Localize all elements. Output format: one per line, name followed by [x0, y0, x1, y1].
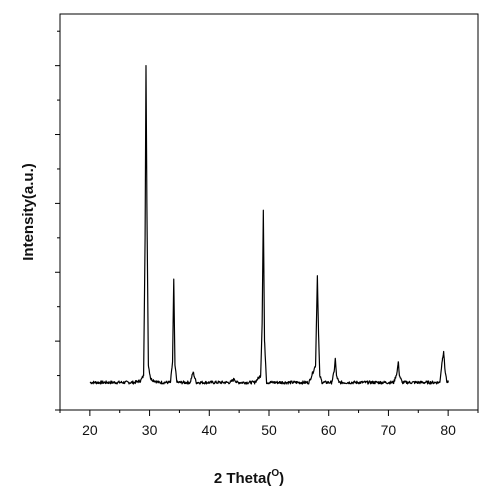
x-tick-label: 70: [381, 422, 397, 438]
x-tick-label: 50: [261, 422, 277, 438]
x-tick-label: 20: [82, 422, 98, 438]
x-axis-label-open: (: [266, 470, 271, 487]
series-line: [89, 65, 449, 385]
tick-marks: [55, 30, 479, 416]
x-axis-label-close: ): [279, 470, 284, 487]
y-axis-label: Intensity(a.u.): [20, 163, 37, 261]
plot-frame: [59, 13, 479, 411]
x-axis-label: 2 Theta(O): [214, 468, 284, 487]
x-axis-label-degree: O: [271, 468, 279, 479]
x-tick-label: 60: [321, 422, 337, 438]
x-tick-labels: 20 30 40 50 60 70 80: [82, 422, 456, 438]
x-axis-label-text: 2 Theta: [214, 470, 267, 487]
x-tick-label: 80: [440, 422, 456, 438]
x-tick-label: 30: [142, 422, 158, 438]
x-tick-label: 40: [201, 422, 217, 438]
